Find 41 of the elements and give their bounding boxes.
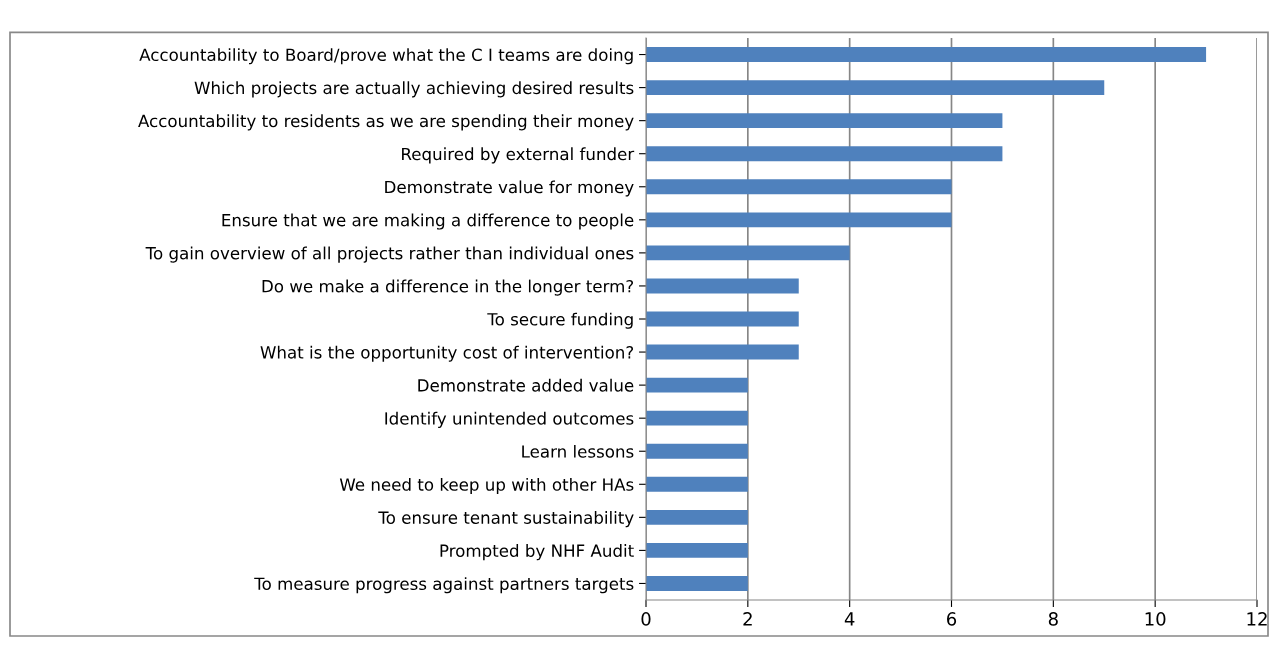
bar [646,179,952,195]
y-tick-label: To secure funding [487,312,633,329]
bar [646,278,799,294]
bar [646,476,748,492]
x-tick-label: 12 [1247,612,1267,626]
x-tick-label: 8 [1048,612,1058,626]
y-tick-label: What is the opportunity cost of intervention? [260,345,634,362]
y-tick-label: Do we make a difference in the longer term? [262,279,634,296]
x-tick-label: 6 [947,612,957,626]
bar [646,47,1207,62]
bar [646,311,799,327]
bar [646,542,748,558]
y-tick-label: To gain overview of all projects rather than individual ones [145,246,634,263]
bar [646,80,1105,96]
y-tick-label: Identify unintended outcomes [385,411,634,428]
bar [646,377,748,393]
bar [646,344,799,360]
bar [646,509,748,525]
y-tick-label: Accountability to residents as we are spending their money [138,114,634,131]
bar [646,576,748,591]
y-tick-label: Demonstrate value for money [385,180,634,197]
bar [646,146,1003,162]
y-tick-label: We need to keep up with other HAs [339,477,634,495]
bar [646,245,850,261]
y-tick-label: To ensure tenant sustainability [378,511,634,528]
x-tick-label: 2 [743,612,752,626]
y-tick-label: Prompted by NHF Audit [440,544,634,561]
y-tick-label: Accountability to Board/prove what the C I teams are doing [139,48,633,65]
bar [646,212,952,228]
bar [646,410,748,426]
bar [646,113,1003,129]
y-tick-label: Required by external funder [402,147,635,164]
x-tick-label: 0 [641,612,651,626]
y-tick-label: Which projects are actually achieving desired results [194,81,634,98]
y-tick-label: To measure progress against partners targets [254,577,634,594]
y-tick-label: Ensure that we are making a difference to people [222,213,634,230]
bar [646,443,748,459]
y-tick-label: Demonstrate added value [418,378,634,392]
x-tick-label: 4 [844,612,855,626]
y-tick-label: Learn lessons [522,444,634,458]
x-tick-label: 10 [1145,612,1166,626]
